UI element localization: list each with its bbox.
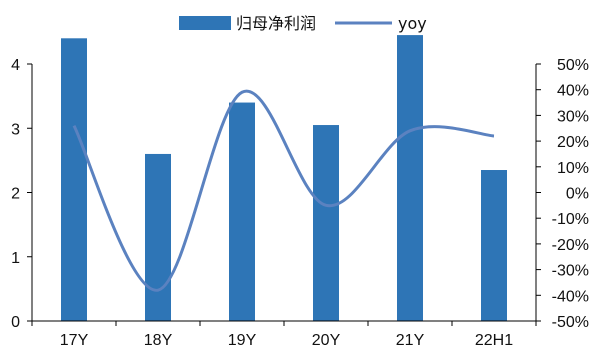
x-tick-label: 18Y [144,332,173,349]
bar-22H1 [481,170,507,321]
y-right-tick-label: 40% [557,83,589,100]
x-tick-label: 22H1 [475,332,513,349]
x-tick-label: 19Y [228,332,257,349]
y-left-tick-label: 4 [11,57,20,74]
y-right-tick-label: 20% [557,134,589,151]
bar-series [61,35,507,322]
bar-17Y [61,38,87,322]
y-left-tick-label: 3 [11,121,20,138]
y-right-tick-label: -40% [552,288,589,305]
y-left-tick-label: 0 [11,314,20,331]
bar-21Y [397,35,423,322]
y-right-tick-label: -30% [552,263,589,280]
y-right-tick-label: -50% [552,314,589,331]
bar-18Y [145,153,171,321]
y-right-tick-label: 10% [557,160,589,177]
line-series [72,89,495,292]
y-right-tick-label: -20% [552,237,589,254]
y-left-tick-label: 2 [11,186,20,203]
legend-label-bar: 归母净利润 [236,14,316,33]
legend: 归母净利润 yoy [179,14,427,33]
axes: 0 1 2 3 4 -50% -40% -30% -20% -10% 0% 10% 20% 30% 40% 5… [11,57,589,349]
x-tick-label: 21Y [396,332,425,349]
bar-19Y [229,102,255,321]
y-right-tick-label: 0% [566,186,589,203]
x-tick-label: 20Y [312,332,341,349]
y-right-tick-label: -10% [552,211,589,228]
x-tick-label: 17Y [60,332,89,349]
legend-swatch-bar [179,16,231,30]
legend-label-line: yoy [398,14,427,33]
y-right-tick-label: 30% [557,108,589,125]
bar-20Y [313,125,339,321]
yoy-line [72,89,495,292]
y-left-tick-label: 1 [11,250,20,267]
y-right-tick-label: 50% [557,57,589,74]
